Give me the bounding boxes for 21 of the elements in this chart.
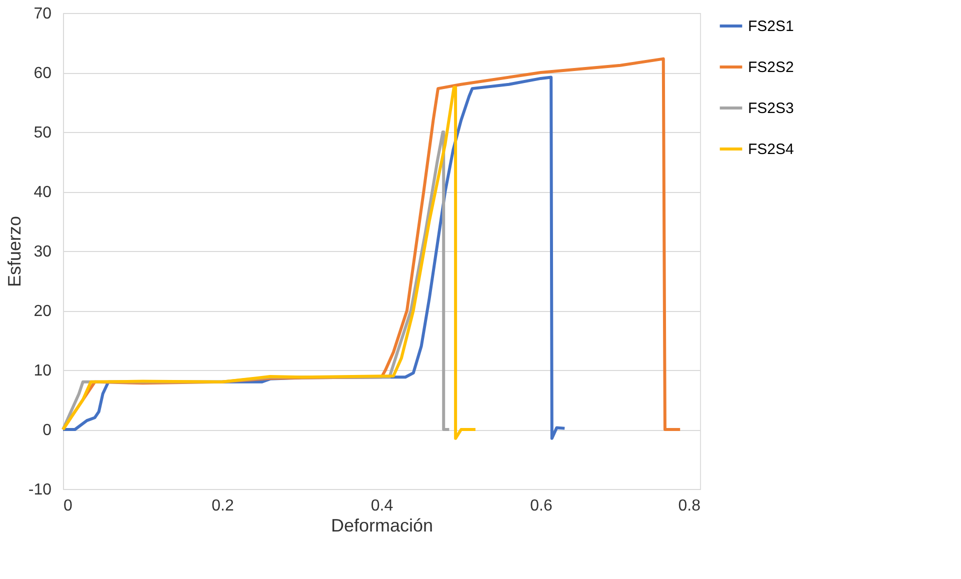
x-axis-title: Deformación	[330, 516, 434, 536]
y-tick-label: 20	[34, 303, 52, 320]
legend-label: FS2S2	[748, 59, 794, 76]
y-tick-label: 50	[34, 124, 52, 142]
legend-label: FS2S1	[748, 18, 794, 35]
x-tick-label: 0.6	[530, 498, 552, 514]
y-tick-label: 60	[34, 65, 52, 82]
x-tick-label: 0.8	[678, 498, 701, 514]
y-axis-title: Esfuerzo	[4, 216, 24, 288]
x-tick-label: 0	[64, 498, 72, 514]
x-tick-label: 0.2	[212, 498, 234, 514]
line-series	[62, 86, 477, 440]
y-tick-label: 30	[34, 244, 52, 260]
legend-label: FS2S4	[748, 141, 794, 158]
y-tick-label: -10	[28, 482, 52, 498]
legend-label: FS2S3	[748, 100, 794, 117]
y-tick-label: 70	[34, 6, 52, 22]
y-tick-label: 0	[42, 422, 52, 439]
y-tick-label: 40	[34, 184, 52, 201]
y-tick-label: 10	[34, 362, 52, 380]
x-tick-label: 0.4	[370, 498, 394, 514]
